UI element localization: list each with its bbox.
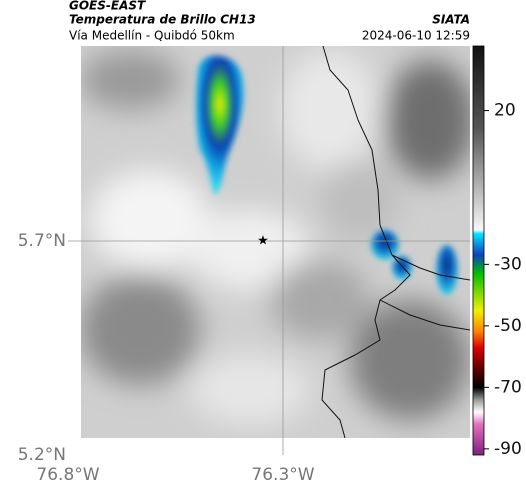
location-star: ★ — [257, 234, 269, 249]
colorbar-tick-label: 20 — [494, 101, 516, 121]
colorbar-tick-label: -70 — [494, 377, 522, 397]
lat-label: 5.2°N — [18, 445, 66, 465]
colorbar-tick-label: -30 — [494, 254, 522, 274]
agency: GOES-EAST — [69, 0, 146, 13]
colorbar — [472, 45, 485, 456]
colorbar-tick-label: -50 — [494, 316, 522, 336]
lon-label: 76.8°W — [36, 465, 99, 485]
product: Temperatura de Brillo CH13 — [69, 13, 256, 27]
source: SIATA — [432, 13, 470, 27]
lon-label: 76.3°W — [251, 465, 314, 485]
route: Vía Medellín - Quibdó 50km — [69, 29, 235, 43]
lat-label: 5.7°N — [18, 231, 66, 251]
colorbar-tick-label: -90 — [494, 439, 522, 459]
timestamp: 2024-06-10 12:59 — [362, 29, 470, 43]
satellite-image — [81, 46, 470, 438]
